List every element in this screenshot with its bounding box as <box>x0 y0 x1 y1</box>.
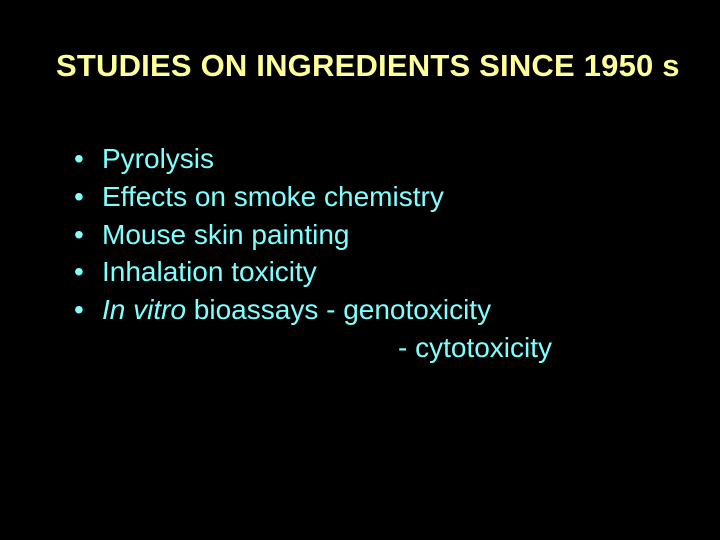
bullet-icon: • <box>74 140 102 178</box>
list-item-sub-inline: - genotoxicity <box>326 294 491 325</box>
italic-text: In vitro <box>102 294 186 325</box>
list-item-text: Pyrolysis <box>102 140 660 178</box>
list-item: • Mouse skin painting <box>74 216 660 254</box>
bullet-icon: • <box>74 178 102 216</box>
list-item-text-rest: bioassays <box>186 294 326 325</box>
list-item-continuation: - cytotoxicity <box>74 329 660 367</box>
list-item: • Pyrolysis <box>74 140 660 178</box>
slide-title: STUDIES ON INGREDIENTS SINCE 1950 s <box>0 48 720 84</box>
list-item: • Effects on smoke chemistry <box>74 178 660 216</box>
bullet-icon: • <box>74 216 102 254</box>
list-item-text: In vitro bioassays - genotoxicity <box>102 291 660 329</box>
bullet-icon: • <box>74 291 102 329</box>
list-item-text: Mouse skin painting <box>102 216 660 254</box>
list-item: • Inhalation toxicity <box>74 253 660 291</box>
list-item-text: Inhalation toxicity <box>102 253 660 291</box>
bullet-icon: • <box>74 253 102 291</box>
list-item: • In vitro bioassays - genotoxicity <box>74 291 660 329</box>
bullet-list: • Pyrolysis • Effects on smoke chemistry… <box>0 140 720 367</box>
list-item-text: Effects on smoke chemistry <box>102 178 660 216</box>
list-item-sub: - cytotoxicity <box>176 329 660 367</box>
slide: STUDIES ON INGREDIENTS SINCE 1950 s • Py… <box>0 0 720 540</box>
